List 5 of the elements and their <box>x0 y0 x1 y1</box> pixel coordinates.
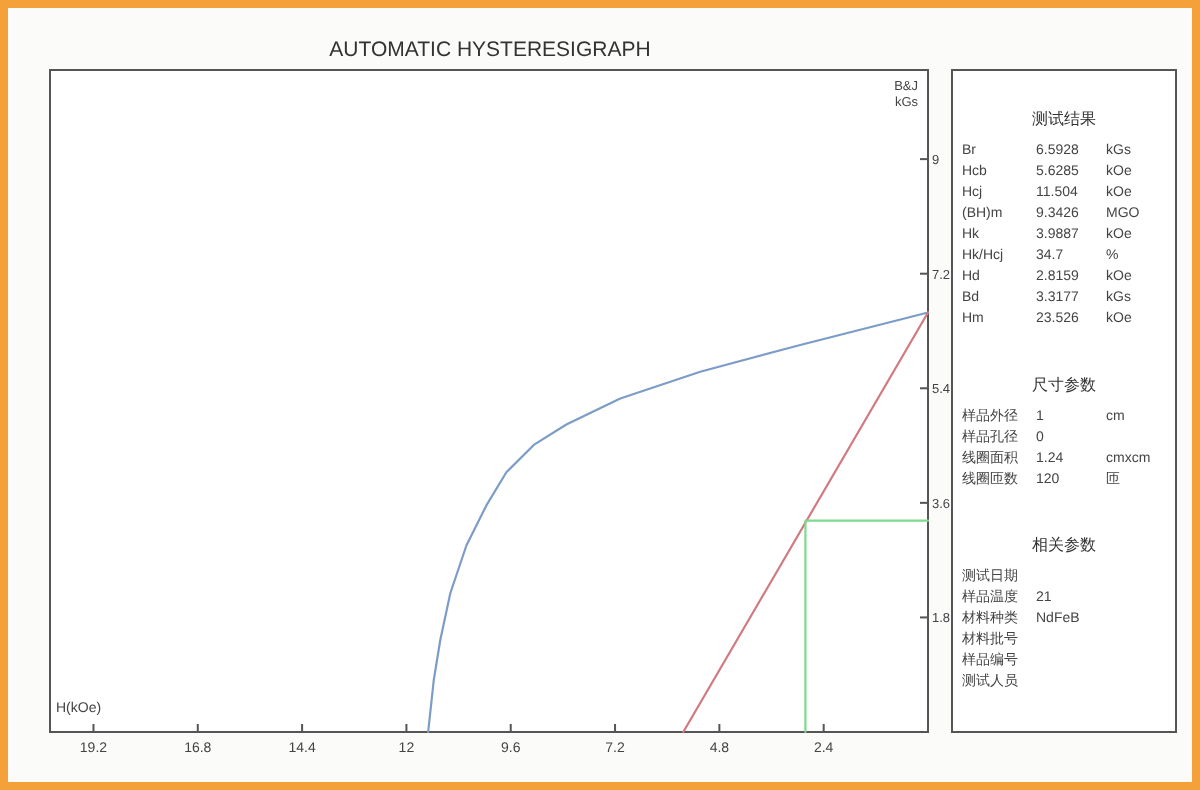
chart-title: AUTOMATIC HYSTERESIGRAPH <box>329 38 651 62</box>
text: 相关参数 <box>1032 536 1096 554</box>
text: 尺寸参数 <box>1032 376 1096 394</box>
line-series <box>427 311 930 734</box>
text: 测试结果 <box>1032 110 1096 128</box>
